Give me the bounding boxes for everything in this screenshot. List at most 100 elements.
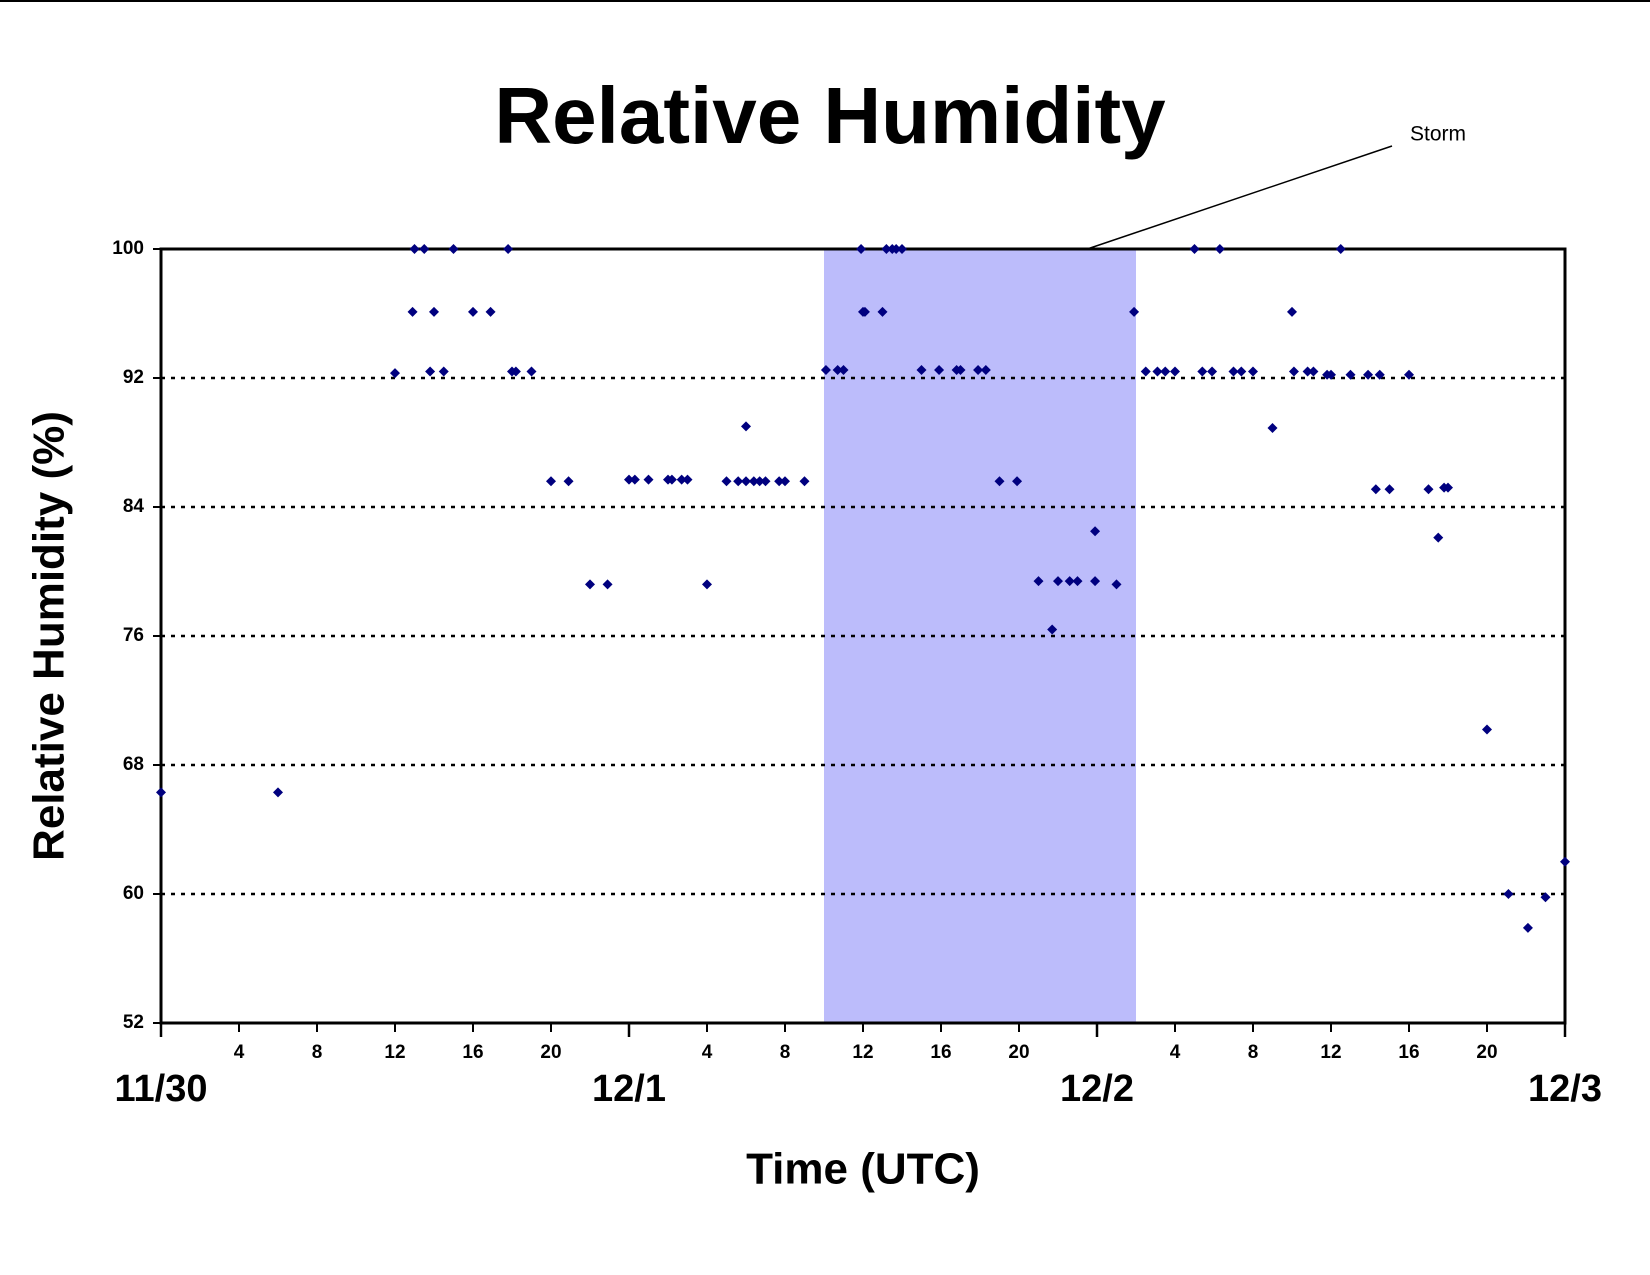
y-tick-label: 100 (112, 238, 144, 259)
data-point (916, 364, 927, 375)
data-point (994, 476, 1005, 487)
x-tick-label: 16 (1398, 1042, 1419, 1063)
data-point (429, 306, 439, 317)
data-point (877, 306, 888, 317)
data-point (448, 244, 459, 254)
data-point (1189, 244, 1200, 254)
data-point (973, 364, 984, 375)
data-point (1443, 482, 1453, 493)
data-point (546, 476, 556, 487)
data-point (1374, 369, 1385, 380)
data-point (1072, 576, 1083, 587)
x-day-label: 12/3 (1528, 1068, 1602, 1110)
data-point (799, 476, 810, 487)
data-point (1090, 576, 1101, 587)
data-point (1326, 369, 1336, 380)
data-point (1152, 366, 1163, 377)
data-point (1248, 366, 1258, 377)
data-point (1404, 369, 1414, 380)
storm-region (824, 249, 1136, 1023)
data-point (741, 476, 751, 487)
data-point (409, 244, 420, 254)
data-point (760, 476, 771, 487)
data-point (503, 244, 514, 254)
data-point (980, 364, 991, 375)
x-tick-label: 20 (1476, 1042, 1497, 1063)
x-tick-label: 8 (780, 1042, 791, 1063)
data-point (1370, 484, 1381, 495)
data-point (1288, 366, 1299, 377)
data-point (754, 476, 765, 487)
y-tick-label: 76 (123, 625, 144, 646)
data-point (832, 364, 843, 375)
data-point (1302, 366, 1313, 377)
data-point (1129, 306, 1140, 317)
x-tick-label: 12 (852, 1042, 873, 1063)
data-point (1228, 366, 1239, 377)
data-point (702, 579, 712, 590)
data-point (485, 306, 496, 317)
data-point (1335, 244, 1346, 254)
x-day-label: 12/1 (592, 1068, 666, 1110)
data-point (1236, 366, 1247, 377)
data-point (1214, 244, 1225, 254)
data-point (526, 366, 537, 377)
data-point (438, 366, 449, 377)
data-point (721, 476, 732, 487)
data-point (838, 364, 849, 375)
x-tick-label: 16 (930, 1042, 951, 1063)
data-point (820, 364, 831, 375)
x-tick-label: 20 (1008, 1042, 1029, 1063)
data-point (1207, 366, 1218, 377)
data-point (1064, 576, 1075, 587)
data-point (629, 474, 640, 485)
data-point (468, 306, 478, 317)
data-point (156, 787, 166, 798)
data-point (643, 474, 654, 485)
data-point (1384, 484, 1395, 495)
data-point (563, 476, 574, 487)
x-tick-label: 12 (1320, 1042, 1341, 1063)
y-tick-label: 60 (123, 883, 144, 904)
data-point (1522, 922, 1533, 933)
y-axis-label: Relative Humidity (%) (25, 411, 74, 861)
data-point (1047, 624, 1058, 635)
data-point (1090, 526, 1101, 537)
x-tick-label: 8 (312, 1042, 323, 1063)
data-point (1423, 484, 1434, 495)
data-point (419, 244, 430, 254)
data-point (1308, 366, 1319, 377)
data-point (407, 306, 418, 317)
x-tick-label: 12 (384, 1042, 405, 1063)
x-day-label: 11/30 (115, 1068, 208, 1110)
x-tick-label: 8 (1248, 1042, 1259, 1063)
data-point (1345, 369, 1356, 380)
data-point (1363, 369, 1374, 380)
data-point (585, 579, 595, 590)
data-point (856, 244, 867, 254)
data-point (774, 476, 785, 487)
x-tick-label: 16 (462, 1042, 483, 1063)
y-tick-label: 52 (123, 1012, 144, 1033)
data-point (1033, 576, 1044, 587)
data-point (955, 364, 966, 375)
data-point (273, 787, 283, 798)
chart-title: Relative Humidity (494, 71, 1166, 160)
x-tick-label: 4 (702, 1042, 713, 1063)
data-point (390, 368, 400, 379)
x-axis-label: Time (UTC) (746, 1145, 980, 1194)
data-point (891, 244, 902, 254)
data-point (733, 476, 744, 487)
data-point (1053, 576, 1063, 587)
data-point (425, 366, 436, 377)
data-point (1482, 724, 1492, 735)
data-point (1140, 366, 1151, 377)
data-point (1111, 579, 1122, 590)
data-point (676, 474, 687, 485)
data-point (1170, 366, 1180, 377)
data-point (897, 244, 907, 254)
x-day-label: 12/2 (1060, 1068, 1134, 1110)
y-tick-label: 84 (123, 496, 145, 517)
data-point (859, 306, 870, 317)
